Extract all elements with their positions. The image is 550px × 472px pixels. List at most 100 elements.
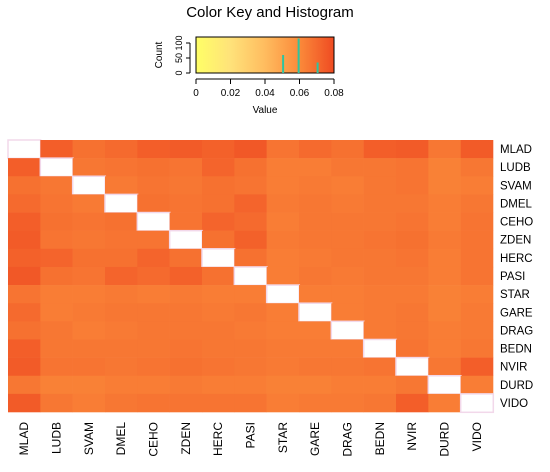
heatmap-cell [72, 375, 106, 395]
heatmap-cell [266, 357, 300, 377]
heatmap-cell [72, 393, 106, 413]
heatmap-cell [137, 285, 170, 304]
heatmap-cell [202, 339, 235, 358]
heatmap-cell [266, 321, 300, 340]
heatmap-cell [299, 266, 332, 286]
heatmap-cell [137, 230, 170, 250]
heatmap-cell [8, 194, 41, 213]
heatmap-row-label: VIDO [500, 398, 528, 410]
heatmap-cell [428, 140, 461, 159]
heatmap-cell [202, 212, 235, 231]
heatmap-cell [460, 248, 494, 268]
heatmap-cell [299, 339, 332, 358]
heatmap-cell [136, 211, 171, 232]
heatmap-cell [202, 393, 235, 413]
heatmap-cell [105, 339, 138, 358]
heatmap-cell [40, 393, 73, 413]
heatmap-cell [362, 338, 398, 359]
heatmap-cell [169, 303, 203, 322]
heatmap-cell [137, 140, 170, 159]
heatmap-row-label: ZDEN [500, 235, 531, 247]
heatmap-cell [331, 285, 364, 304]
heatmap-cell [363, 303, 397, 322]
color-key-gradient [195, 36, 335, 74]
heatmap-column-label: PASI [244, 422, 258, 448]
heatmap-cell [169, 158, 203, 177]
heatmap-cell [105, 230, 138, 250]
heatmap-cell [460, 230, 494, 250]
heatmap-column-label: VIDO [470, 422, 484, 451]
heatmap-cell [266, 375, 300, 395]
heatmap-cell [234, 303, 267, 322]
heatmap-cell [72, 230, 106, 250]
heatmap-cell [72, 285, 106, 304]
color-key-x-axis: 0 0.02 0.04 0.06 0.08 [193, 78, 344, 99]
heatmap-row-label: BEDN [500, 344, 532, 356]
heatmap-cell [234, 375, 267, 395]
heatmap-cell [40, 285, 73, 304]
heatmap-row-label: DRAG [500, 325, 533, 337]
heatmap-cell [460, 194, 494, 213]
heatmap-cell [331, 194, 364, 213]
heatmap-cell [396, 176, 429, 195]
heatmap-cell [299, 230, 332, 250]
heatmap-cell [428, 230, 461, 250]
heatmap-cell [396, 194, 429, 213]
heatmap-cell [72, 212, 106, 231]
heatmap-cell [169, 176, 203, 195]
heatmap-cell [460, 176, 494, 195]
heatmap-cell [105, 212, 138, 231]
heatmap-cell [137, 248, 170, 268]
heatmap-cell [105, 375, 138, 395]
heatmap-cell [331, 176, 364, 195]
heatmap-cell [363, 375, 397, 395]
heatmap-cell [428, 176, 461, 195]
heatmap-cell [169, 248, 203, 268]
heatmap-cell [427, 374, 462, 395]
heatmap-cell [202, 303, 235, 322]
heatmap-cell [299, 375, 332, 395]
heatmap-cell [72, 339, 106, 358]
heatmap-cell [39, 157, 74, 178]
heatmap-cell [331, 230, 364, 250]
heatmap-cell [169, 266, 203, 286]
heatmap-cell [428, 212, 461, 231]
heatmap-row-label: NVIR [500, 362, 527, 374]
heatmap-cell [396, 393, 429, 413]
heatmap-cell [331, 393, 364, 413]
heatmap-grid [7, 139, 495, 414]
heatmap-cell [234, 339, 267, 358]
heatmap-cell [460, 339, 494, 358]
heatmap-row-label: PASI [500, 271, 525, 283]
heatmap-cell [428, 303, 461, 322]
heatmap-column-label: ZDEN [179, 422, 193, 455]
color-key-y-axis: 0 50 100 [174, 35, 191, 76]
heatmap-cell [363, 285, 397, 304]
heatmap-cell [331, 158, 364, 177]
heatmap-cell [234, 140, 267, 159]
heatmap-cell [40, 212, 73, 231]
heatmap-cell [202, 375, 235, 395]
heatmap-cell [234, 321, 267, 340]
heatmap-cell [40, 266, 73, 286]
heatmap-cell [202, 140, 235, 159]
heatmap-cell [266, 140, 300, 159]
heatmap-cell [202, 230, 235, 250]
heatmap-cell [169, 194, 203, 213]
heatmap-cell [202, 266, 235, 286]
heatmap-cell [363, 158, 397, 177]
heatmap-cell [460, 321, 494, 340]
heatmap-column-label: BEDN [373, 422, 387, 455]
heatmap-cell [428, 194, 461, 213]
heatmap-cell [137, 303, 170, 322]
heatmap-cell [363, 266, 397, 286]
heatmap-cell [137, 393, 170, 413]
heatmap-cell [8, 303, 41, 322]
color-key-ytick-label: 50 [174, 53, 184, 63]
heatmap-cell [8, 230, 41, 250]
heatmap-cell [72, 321, 106, 340]
heatmap-cell [8, 212, 41, 231]
heatmap-cell [363, 176, 397, 195]
heatmap-cell [396, 266, 429, 286]
heatmap-row-label: CEHO [500, 217, 533, 229]
